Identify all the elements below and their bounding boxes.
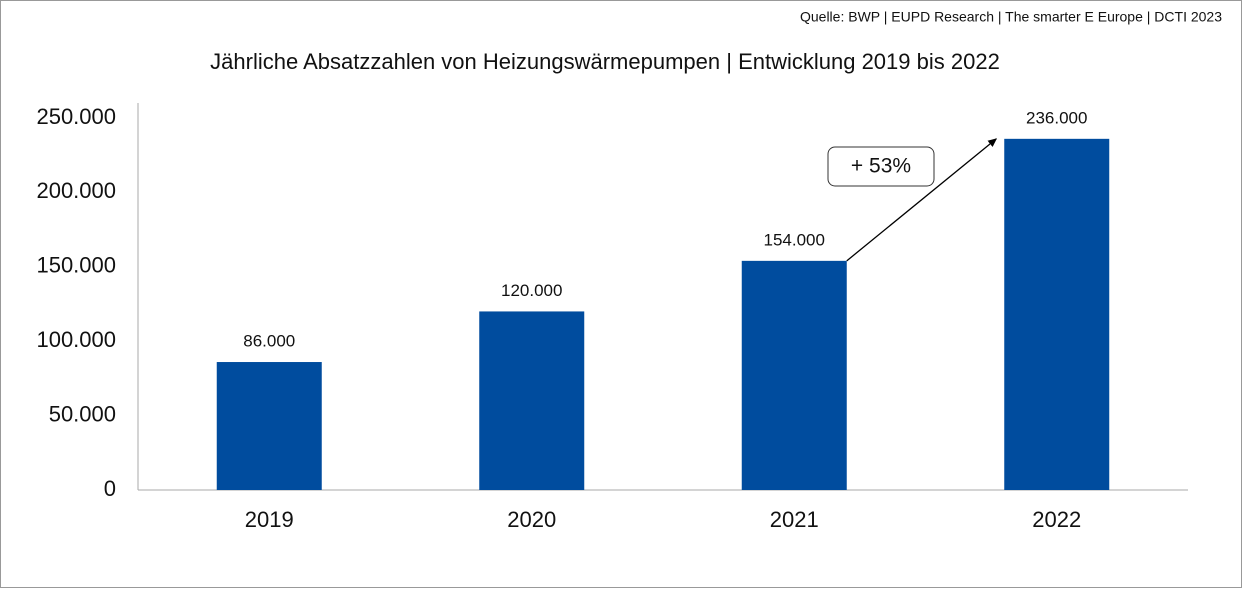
value-label: 154.000 [764,230,825,249]
bar [216,362,322,490]
value-label: 120.000 [501,281,562,300]
bar [1004,138,1110,490]
x-tick-label: 2019 [245,507,294,532]
value-label: 236.000 [1026,108,1087,127]
bar [479,311,585,490]
x-tick-label: 2021 [770,507,819,532]
y-tick-label: 0 [104,476,116,501]
x-tick-label: 2022 [1032,507,1081,532]
y-tick-label: 50.000 [49,401,116,426]
bar [741,260,847,490]
annotation-box [827,146,935,187]
source: Quelle: BWP | EUPD Research | The smarte… [800,9,1222,25]
x-tick-label: 2020 [507,507,556,532]
y-tick-label: 250.000 [36,104,116,129]
y-tick-label: 200.000 [36,178,116,203]
growth-arrow [846,138,998,262]
chart-title: Jährliche Absatzzahlen von Heizungswärme… [210,49,1000,74]
value-label: 86.000 [243,332,295,351]
annotation: + 53% [851,155,911,178]
y-tick-label: 100.000 [36,327,116,352]
y-tick-label: 150.000 [36,253,116,278]
